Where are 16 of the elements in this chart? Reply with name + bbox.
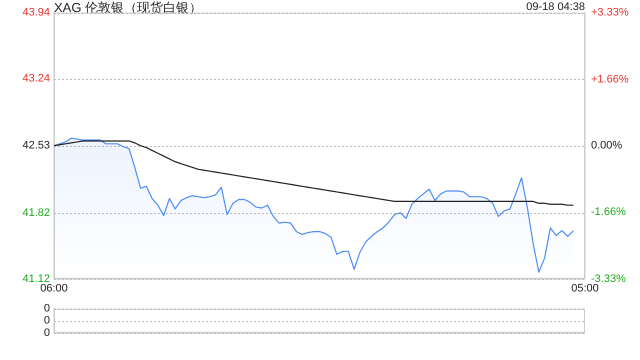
y-tick-label: 43.94 <box>22 6 50 19</box>
y2-tick-label: +3.33% <box>591 6 629 19</box>
y-tick-label: 41.12 <box>22 272 50 285</box>
y2-tick-label: +1.66% <box>591 73 629 86</box>
y-tick-label: 41.82 <box>22 206 50 219</box>
text: 09-18 04:38 <box>526 1 585 13</box>
y2-tick-label: 0.00% <box>591 140 622 152</box>
x-tick-label: 05:00 <box>571 282 599 294</box>
x-tick-label: 06:00 <box>40 282 68 294</box>
y-tick-label: 0 <box>44 314 50 327</box>
y-tick-label: 42.53 <box>22 140 50 152</box>
y-tick-label: 43.24 <box>22 72 50 85</box>
y-tick-label: 0 <box>44 326 50 339</box>
y-tick-label: 0 <box>44 302 50 315</box>
y2-tick-label: -1.66% <box>591 206 626 218</box>
y2-tick-label: -3.33% <box>591 272 626 285</box>
